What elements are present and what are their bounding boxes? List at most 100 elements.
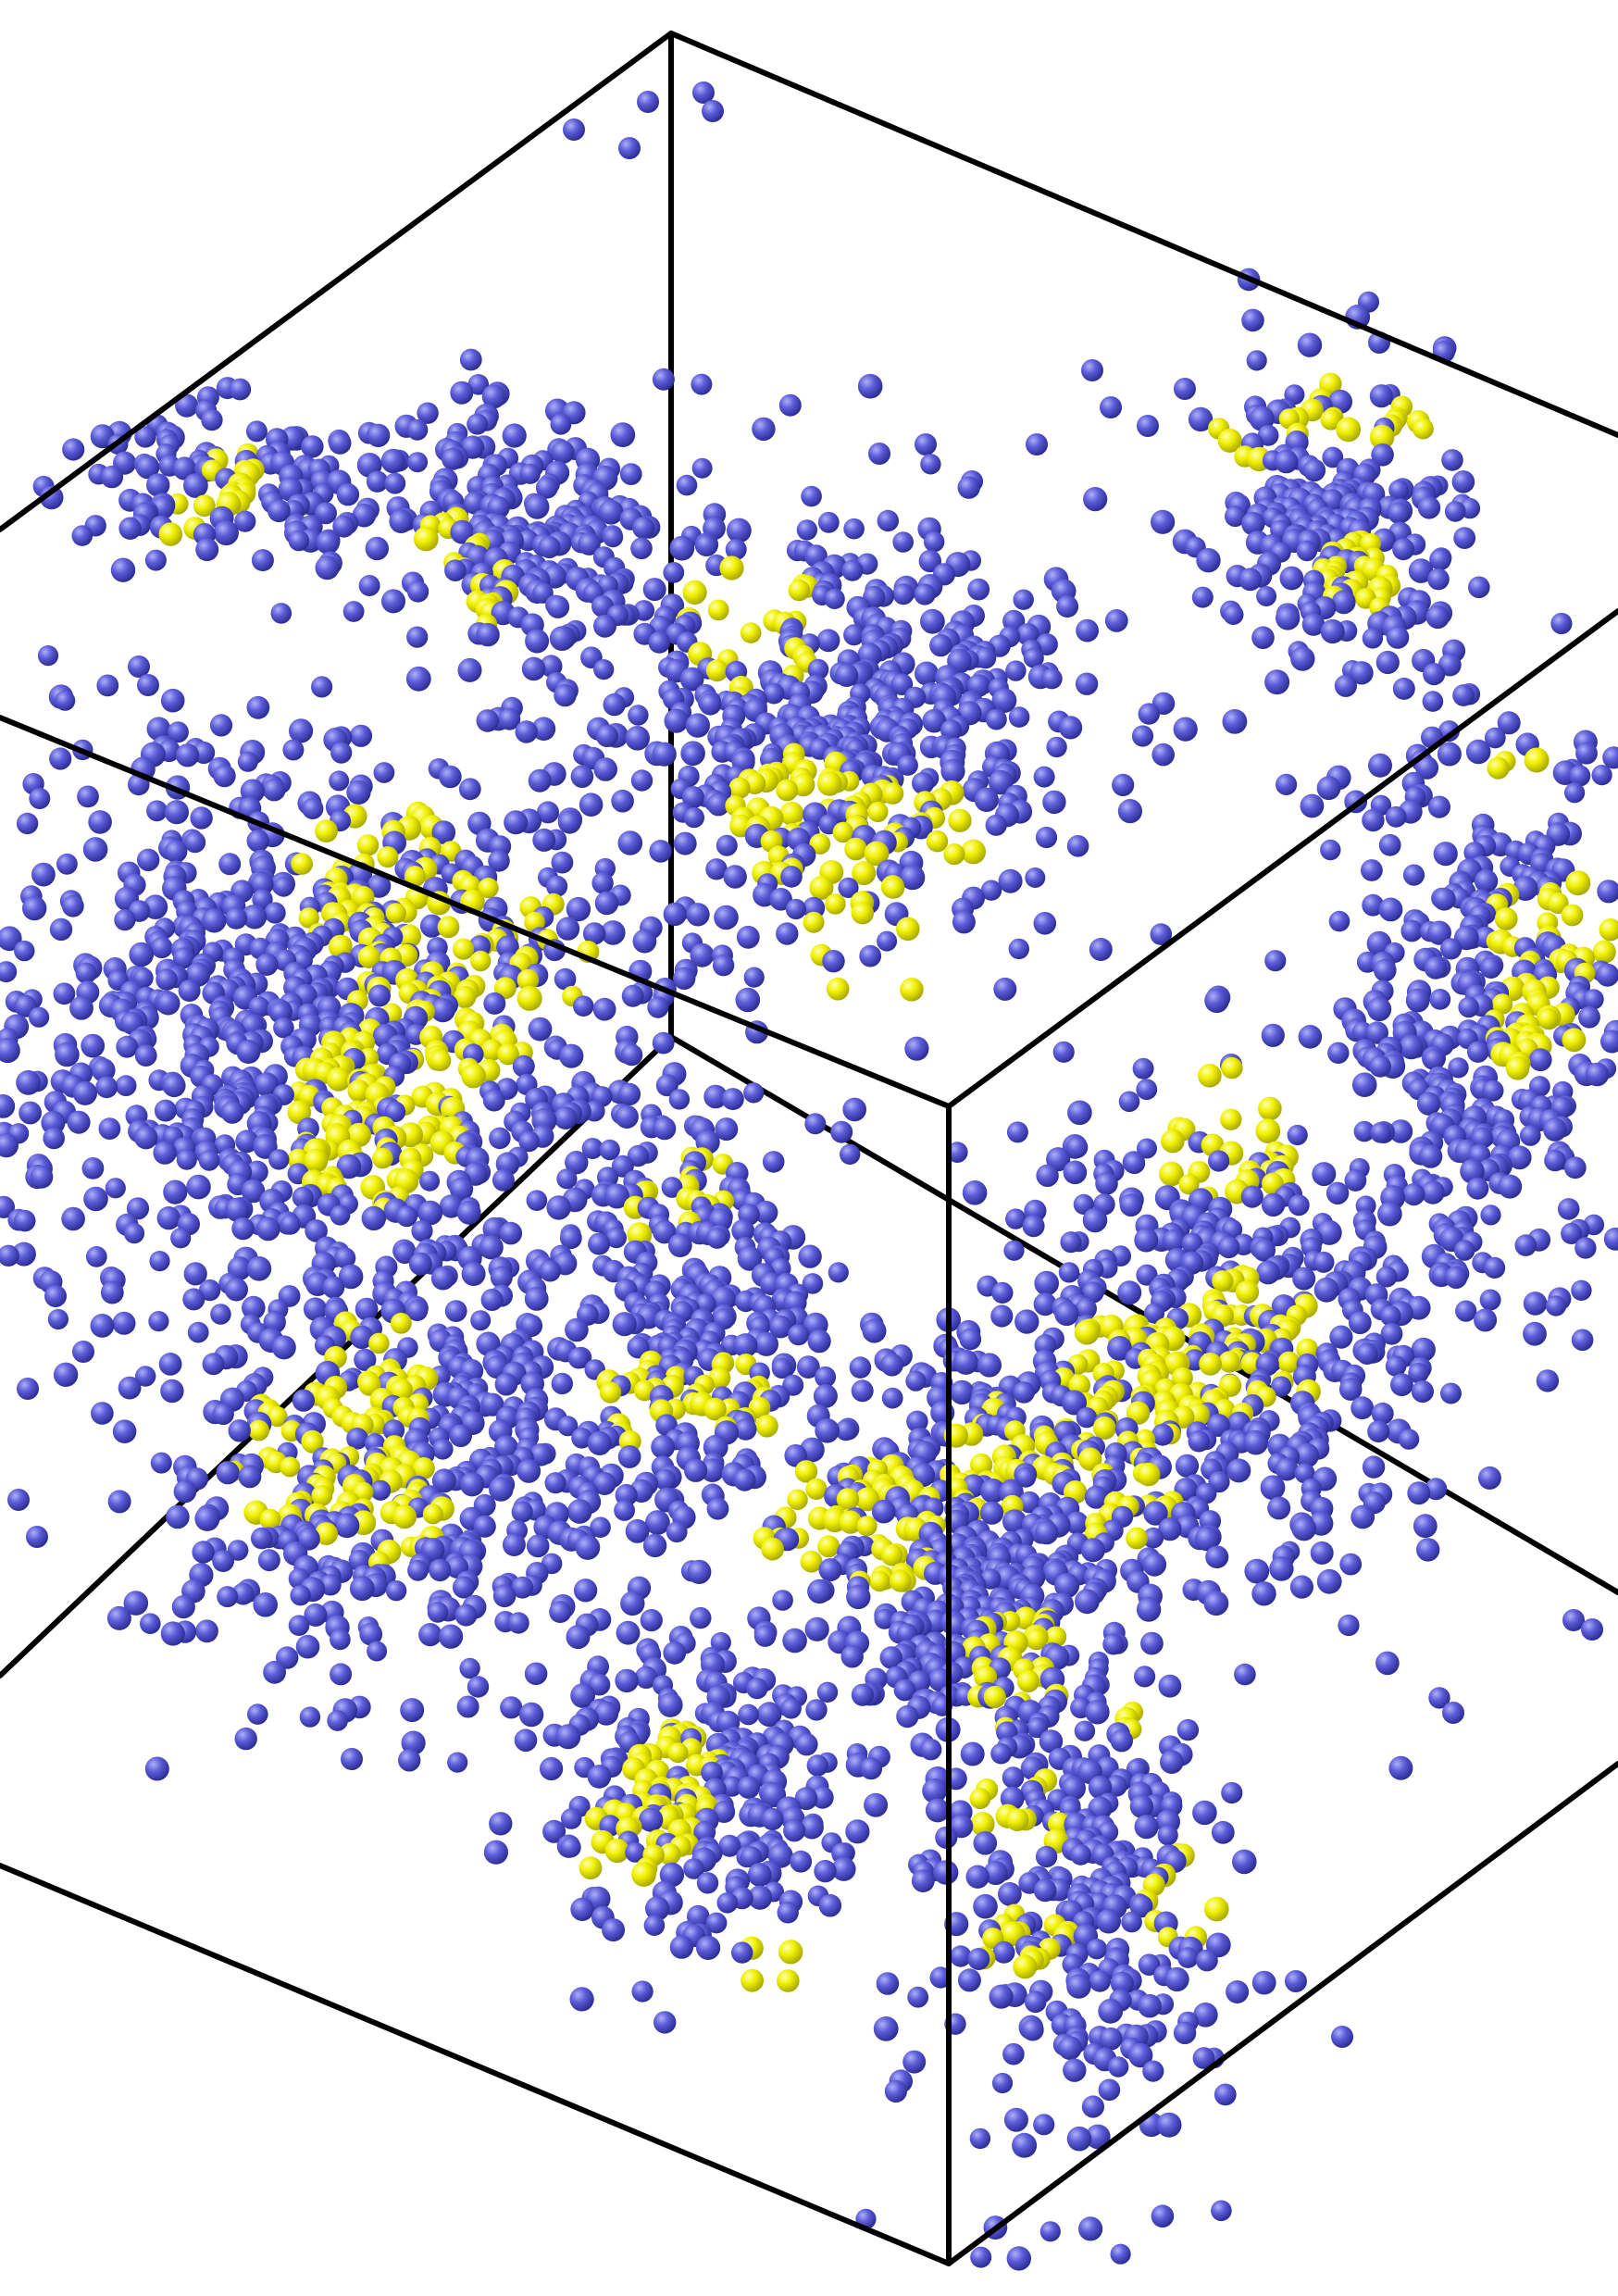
- blue-bead: [1453, 527, 1476, 549]
- blue-bead: [736, 925, 760, 949]
- blue-bead: [706, 1227, 728, 1249]
- blue-bead: [555, 1724, 581, 1750]
- blue-bead: [1569, 765, 1591, 787]
- blue-bead: [551, 440, 575, 464]
- blue-bead: [202, 1353, 225, 1376]
- blue-bead: [1002, 1509, 1027, 1534]
- blue-bead: [816, 629, 840, 653]
- blue-bead: [224, 1278, 248, 1302]
- blue-bead: [595, 724, 619, 748]
- blue-bead: [696, 1935, 721, 1960]
- blue-bead: [1429, 548, 1451, 571]
- blue-bead: [1110, 1971, 1134, 1995]
- blue-bead: [1385, 1355, 1407, 1377]
- blue-bead: [1597, 880, 1618, 904]
- blue-bead: [743, 967, 765, 988]
- blue-bead: [634, 1666, 658, 1690]
- blue-bead: [1058, 2036, 1082, 2061]
- blue-bead: [1441, 449, 1463, 471]
- blue-bead: [160, 1379, 184, 1404]
- blue-bead: [673, 831, 697, 855]
- blue-bead: [815, 1366, 837, 1388]
- box-edge: [668, 31, 1618, 438]
- yellow-bead: [719, 555, 744, 580]
- blue-bead: [818, 1558, 842, 1582]
- blue-bead: [1292, 1267, 1316, 1291]
- yellow-bead: [1026, 1628, 1048, 1651]
- blue-bead: [1251, 1581, 1276, 1606]
- blue-bead: [0, 1133, 19, 1158]
- blue-bead: [695, 533, 718, 556]
- blue-bead: [1138, 1953, 1161, 1976]
- blue-bead: [271, 1335, 296, 1360]
- blue-bead: [19, 1101, 42, 1125]
- blue-bead: [906, 1410, 928, 1433]
- blue-bead: [1008, 706, 1030, 728]
- blue-bead: [349, 724, 373, 747]
- blue-bead: [1132, 1057, 1154, 1079]
- blue-bead: [494, 1372, 518, 1396]
- yellow-bead: [158, 522, 183, 546]
- blue-bead: [621, 984, 644, 1007]
- yellow-bead: [478, 878, 499, 899]
- blue-bead: [1014, 1309, 1039, 1334]
- blue-bead: [667, 1233, 692, 1257]
- blue-bead: [72, 1080, 97, 1105]
- blue-bead: [396, 1205, 417, 1228]
- blue-bead: [330, 1663, 353, 1686]
- blue-bead: [167, 721, 189, 743]
- blue-bead: [652, 742, 677, 767]
- blue-bead: [1005, 1208, 1027, 1229]
- blue-bead: [788, 1324, 810, 1346]
- blue-bead: [1150, 923, 1173, 945]
- blue-bead: [442, 447, 465, 470]
- yellow-bead: [839, 1510, 863, 1534]
- blue-bead: [859, 944, 882, 967]
- blue-bead: [531, 717, 556, 741]
- blue-bead: [81, 1033, 106, 1058]
- blue-bead: [158, 1353, 182, 1376]
- blue-bead: [251, 549, 274, 572]
- blue-bead: [225, 907, 248, 930]
- blue-bead: [601, 920, 626, 945]
- blue-bead: [1480, 956, 1502, 979]
- blue-bead: [1351, 1072, 1377, 1097]
- blue-bead: [1326, 1181, 1350, 1205]
- blue-bead: [1543, 1117, 1567, 1142]
- blue-bead: [922, 708, 946, 733]
- blue-bead: [1300, 793, 1325, 818]
- box-edge: [0, 715, 952, 1109]
- blue-bead: [807, 1329, 831, 1354]
- blue-bead: [47, 1308, 68, 1330]
- blue-bead: [238, 1465, 262, 1489]
- yellow-bead: [658, 1842, 681, 1866]
- blue-bead: [53, 982, 76, 1005]
- blue-bead: [350, 1325, 374, 1350]
- blue-bead: [603, 527, 624, 548]
- blue-bead: [893, 1678, 916, 1702]
- blue-bead: [772, 1590, 793, 1611]
- blue-bead: [273, 876, 294, 897]
- box-edge: [946, 608, 1618, 1109]
- blue-bead: [366, 423, 391, 447]
- blue-bead: [473, 1515, 496, 1538]
- blue-bead: [625, 726, 650, 751]
- blue-bead: [1021, 2018, 1044, 2041]
- blue-bead: [1076, 1407, 1098, 1429]
- blue-bead: [251, 1527, 273, 1550]
- blue-bead: [517, 1459, 541, 1483]
- blue-bead: [524, 1287, 549, 1311]
- blue-bead: [1039, 1729, 1064, 1753]
- blue-bead: [112, 1419, 137, 1443]
- blue-bead: [1034, 1520, 1059, 1545]
- blue-bead: [915, 433, 937, 455]
- blue-bead: [407, 452, 429, 473]
- blue-bead: [817, 511, 840, 533]
- blue-bead: [1348, 1311, 1372, 1335]
- yellow-bead: [497, 1042, 519, 1066]
- blue-bead: [366, 470, 389, 493]
- blue-bead: [329, 431, 352, 455]
- blue-bead: [1131, 725, 1154, 747]
- yellow-bead: [728, 777, 751, 799]
- blue-bead: [1468, 576, 1490, 599]
